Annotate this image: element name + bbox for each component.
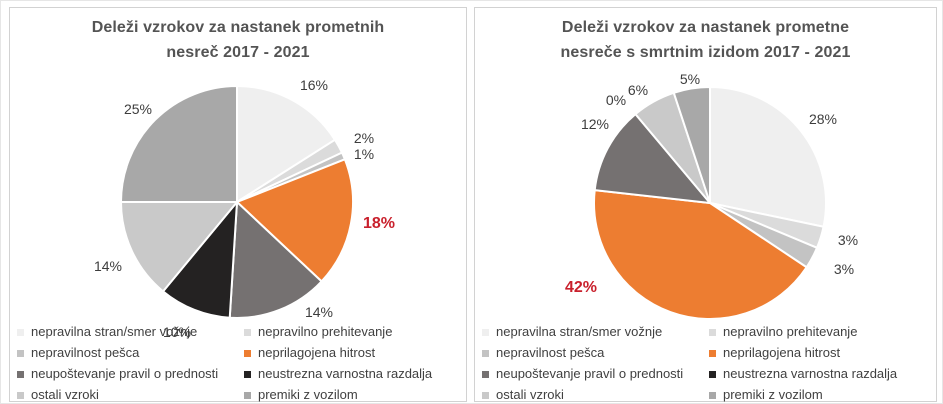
- legend-marker-icon: [244, 391, 251, 399]
- legend-label: premiki z vozilom: [723, 387, 823, 402]
- legend-item-6: ostali vzroki: [482, 387, 709, 402]
- pie-slice-5: [162, 201, 238, 319]
- legend-marker-icon: [709, 328, 716, 336]
- legend-item-3: neprilagojena hitrost: [709, 345, 932, 360]
- chart-title: Deleži vzrokov za nastanek prometnih nes…: [10, 15, 466, 65]
- legend-item-4: neupoštevanje pravil o prednosti: [482, 366, 709, 381]
- legend-marker-icon: [482, 349, 489, 357]
- data-label: 5%: [679, 71, 701, 87]
- pie-slice-0: [709, 86, 827, 228]
- legend-item-0: nepravilna stran/smer vožnje: [17, 324, 244, 339]
- legend-label: neupoštevanje pravil o prednosti: [496, 366, 684, 381]
- legend-label: neupoštevanje pravil o prednosti: [31, 366, 219, 381]
- pie-chart-all-accidents: [120, 85, 354, 319]
- chart-title-line-1: Deleži vzrokov za nastanek prometnih: [91, 19, 385, 36]
- legend-marker-icon: [17, 328, 24, 336]
- data-label: 10%: [162, 324, 192, 340]
- legend-label: neustrezna varnostna razdalja: [723, 366, 898, 381]
- legend-item-7: premiki z vozilom: [709, 387, 932, 402]
- legend-item-4: neupoštevanje pravil o prednosti: [17, 366, 244, 381]
- legend-marker-icon: [244, 370, 251, 378]
- chart-title-line-2: nesreč 2017 - 2021: [166, 44, 310, 61]
- data-label: 1%: [353, 146, 375, 162]
- legend-label: nepravilna stran/smer vožnje: [31, 324, 198, 339]
- data-label: 25%: [123, 101, 153, 117]
- legend-label: nepravilnost pešca: [31, 345, 140, 360]
- data-label: 2%: [353, 130, 375, 146]
- legend-marker-icon: [709, 349, 716, 357]
- legend-marker-icon: [709, 370, 716, 378]
- pie-slice-3: [236, 158, 354, 283]
- legend-item-7: premiki z vozilom: [244, 387, 462, 402]
- legend-label: neprilagojena hitrost: [258, 345, 376, 360]
- legend-marker-icon: [244, 328, 251, 336]
- data-label: 0%: [605, 92, 627, 108]
- legend-marker-icon: [17, 349, 24, 357]
- chart-panel-fatal-accidents: Deleži vzrokov za nastanek prometne nesr…: [474, 7, 937, 402]
- legend-item-0: nepravilna stran/smer vožnje: [482, 324, 709, 339]
- legend-label: ostali vzroki: [496, 387, 564, 402]
- data-label: 3%: [833, 261, 855, 277]
- data-label-highlighted: 18%: [362, 215, 396, 232]
- legend-item-2: nepravilnost pešca: [17, 345, 244, 360]
- pie-slice-6: [120, 201, 238, 293]
- legend-marker-icon: [17, 370, 24, 378]
- data-label: 6%: [627, 82, 649, 98]
- legend-marker-icon: [482, 391, 489, 399]
- pie-slice-3: [593, 189, 808, 321]
- pie-chart-fatal-accidents: [593, 86, 827, 321]
- legend-item-5: neustrezna varnostna razdalja: [709, 366, 932, 381]
- legend-label: neustrezna varnostna razdalja: [258, 366, 433, 381]
- legend-label: ostali vzroki: [31, 387, 99, 402]
- data-label: 14%: [304, 304, 334, 320]
- legend-label: nepravilna stran/smer vožnje: [496, 324, 663, 339]
- legend-marker-icon: [244, 349, 251, 357]
- legend-label: nepravilnost pešca: [496, 345, 605, 360]
- chart-title-line-1: Deleži vzrokov za nastanek prometne: [561, 19, 850, 36]
- pie-slice-4: [593, 113, 711, 204]
- legend-item-1: nepravilno prehitevanje: [709, 324, 932, 339]
- legend-marker-icon: [482, 370, 489, 378]
- legend-marker-icon: [482, 328, 489, 336]
- legend-item-2: nepravilnost pešca: [482, 345, 709, 360]
- chart-legend: nepravilna stran/smer vožnje nepravilno p…: [17, 321, 462, 403]
- data-label: 14%: [93, 258, 123, 274]
- legend-label: premiki z vozilom: [258, 387, 358, 402]
- chart-title: Deleži vzrokov za nastanek prometne nesr…: [475, 15, 936, 65]
- legend-label: nepravilno prehitevanje: [723, 324, 858, 339]
- legend-item-6: ostali vzroki: [17, 387, 244, 402]
- legend-item-5: neustrezna varnostna razdalja: [244, 366, 462, 381]
- data-label: 16%: [299, 77, 329, 93]
- chart-panel-all-accidents: Deleži vzrokov za nastanek prometnih nes…: [9, 7, 467, 402]
- pie-slice-7: [672, 86, 711, 204]
- legend-item-1: nepravilno prehitevanje: [244, 324, 462, 339]
- legend-label: nepravilno prehitevanje: [258, 324, 393, 339]
- data-label: 28%: [808, 111, 838, 127]
- data-label: 3%: [837, 232, 859, 248]
- chart-title-line-2: nesreče s smrtnim izidom 2017 - 2021: [560, 44, 851, 61]
- data-label: 12%: [580, 116, 610, 132]
- legend-item-3: neprilagojena hitrost: [244, 345, 462, 360]
- data-label-highlighted: 42%: [564, 279, 598, 296]
- pie-slice-4: [228, 201, 323, 319]
- chart-legend: nepravilna stran/smer vožnje nepravilno p…: [482, 321, 932, 403]
- legend-marker-icon: [17, 391, 24, 399]
- legend-label: neprilagojena hitrost: [723, 345, 841, 360]
- legend-marker-icon: [709, 391, 716, 399]
- pie-slice-7: [120, 85, 238, 203]
- pie-slice-0: [236, 85, 336, 203]
